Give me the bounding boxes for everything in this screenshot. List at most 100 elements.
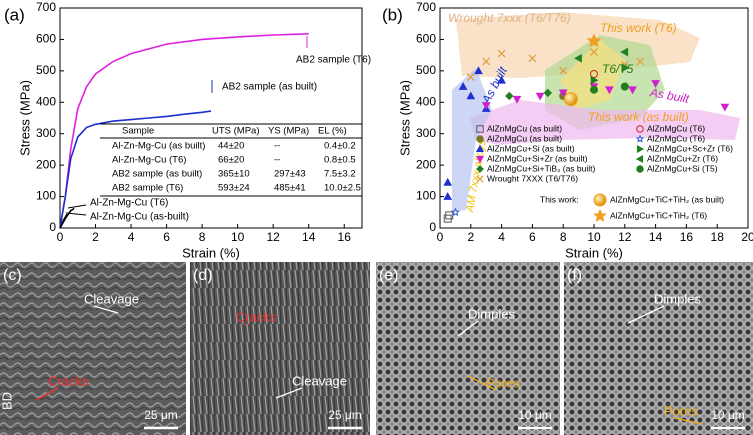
legend-label: AlZnMgCu+Si (T5) — [647, 163, 718, 173]
panel-label: (f) — [567, 267, 582, 284]
panel-label: (a) — [4, 5, 25, 24]
x-tick-label: 14 — [649, 230, 663, 244]
y-tick-label: 100 — [36, 189, 56, 203]
panel-label: (d) — [193, 267, 213, 284]
x-tick-label: 6 — [529, 230, 536, 244]
annotation-arrow — [65, 212, 87, 216]
marker — [476, 135, 484, 143]
x-tick-label: 10 — [231, 230, 245, 244]
marker — [497, 49, 506, 58]
annotation-arrow — [275, 387, 303, 399]
region-label: Wrought 7xxx (T6/T76) — [448, 11, 571, 25]
marker — [466, 91, 476, 100]
marker — [559, 66, 568, 75]
table-cell: AB2 sample (as built) — [112, 169, 202, 180]
marker — [475, 155, 485, 164]
x-tick-label: 4 — [498, 230, 505, 244]
x-tick-label: 18 — [711, 230, 725, 244]
legend-label: AlZnMgCu+Sc+Zr (T6) — [647, 143, 733, 153]
marker — [481, 102, 491, 110]
annotation-arrow — [627, 305, 665, 324]
marker — [628, 86, 637, 95]
marker — [636, 144, 645, 154]
x-tick-label: 12 — [618, 230, 632, 244]
x-tick-label: 14 — [302, 230, 316, 244]
scale-label: 25 μm — [144, 408, 178, 422]
table-cell: 10.0±2.5 — [324, 183, 361, 194]
marker — [605, 86, 614, 95]
annotation: Cleavage — [84, 291, 139, 306]
marker — [505, 91, 514, 101]
marker — [466, 73, 475, 82]
annotation: Cleavage — [292, 373, 347, 388]
x-tick-label: 6 — [163, 230, 170, 244]
legend-label: Wrought 7XXX (T6/T76) — [487, 173, 578, 183]
annotation: Cracks — [236, 309, 277, 324]
y-tick-label: 700 — [416, 0, 436, 14]
marker — [458, 82, 468, 90]
table-cell: 66±20 — [218, 155, 244, 166]
marker — [476, 165, 484, 173]
table-cell: AB2 sample (T6) — [112, 183, 183, 194]
annotation: Pores — [664, 403, 698, 418]
table-cell: 7.5±3.2 — [324, 169, 356, 180]
scale-label: 25 μm — [328, 408, 362, 422]
annotation: Dimples — [468, 306, 515, 321]
marker — [497, 75, 506, 84]
marker — [590, 85, 599, 94]
curve-label: AB2 sample (as built) — [222, 82, 317, 93]
sem-image — [190, 262, 370, 435]
plot-frame — [59, 7, 363, 229]
table-header: EL (%) — [318, 126, 347, 137]
table-cell: 44±20 — [218, 141, 244, 152]
marker — [443, 177, 453, 186]
y-tick-label: 700 — [36, 0, 56, 14]
x-tick-label: 20 — [741, 230, 753, 244]
x-tick-label: 8 — [199, 230, 206, 244]
annotation-arrow — [35, 387, 59, 401]
table-cell: Al-Zn-Mg-Cu (as built) — [112, 141, 205, 152]
y-tick-label: 200 — [416, 157, 436, 171]
x-tick-label: 0 — [437, 230, 444, 244]
y-tick-label: 600 — [416, 32, 436, 46]
legend-label: AlZnMgCu+Si+Zr (as built) — [487, 153, 588, 163]
annotation: Cracks — [48, 373, 89, 388]
marker — [593, 208, 607, 222]
y-tick-label: 400 — [36, 94, 56, 108]
y-tick-label: 500 — [36, 63, 56, 77]
marker — [476, 125, 484, 133]
table-cell: 0.4±0.2 — [324, 141, 356, 152]
annotation-arrow — [673, 417, 703, 425]
table-cell: 485±41 — [274, 183, 306, 194]
marker — [590, 75, 599, 85]
y-tick-label: 500 — [416, 63, 436, 77]
annotation: BD — [0, 392, 14, 410]
panel-label: (e) — [379, 267, 399, 284]
marker — [651, 80, 660, 88]
x-tick-label: 16 — [338, 230, 352, 244]
marker — [621, 63, 630, 73]
marker — [635, 154, 644, 164]
marker — [720, 103, 730, 112]
y-axis-label: Stress (MPa) — [17, 80, 32, 156]
marker — [636, 165, 644, 173]
annotation: Pores — [486, 375, 520, 390]
x-axis-label: Strain (%) — [565, 245, 623, 260]
y-tick-label: 100 — [416, 189, 436, 203]
region-label: T6/T5 — [602, 62, 634, 76]
annotation-arrow — [67, 204, 87, 209]
marker — [635, 134, 645, 143]
marker — [443, 214, 452, 223]
x-tick-label: 10 — [587, 230, 601, 244]
panel-label: (b) — [382, 5, 403, 24]
x-tick-label: 12 — [266, 230, 280, 244]
annotation-arrow — [243, 323, 247, 326]
panel-label: (c) — [3, 267, 22, 284]
table-header: UTS (MPa) — [212, 126, 260, 137]
marker — [636, 57, 645, 66]
scale-label: 10 μm — [518, 408, 552, 422]
marker — [620, 82, 629, 91]
legend-label: This work: — [540, 194, 579, 204]
marker — [445, 211, 454, 220]
curve-label: AB2 sample (T6) — [296, 55, 371, 66]
